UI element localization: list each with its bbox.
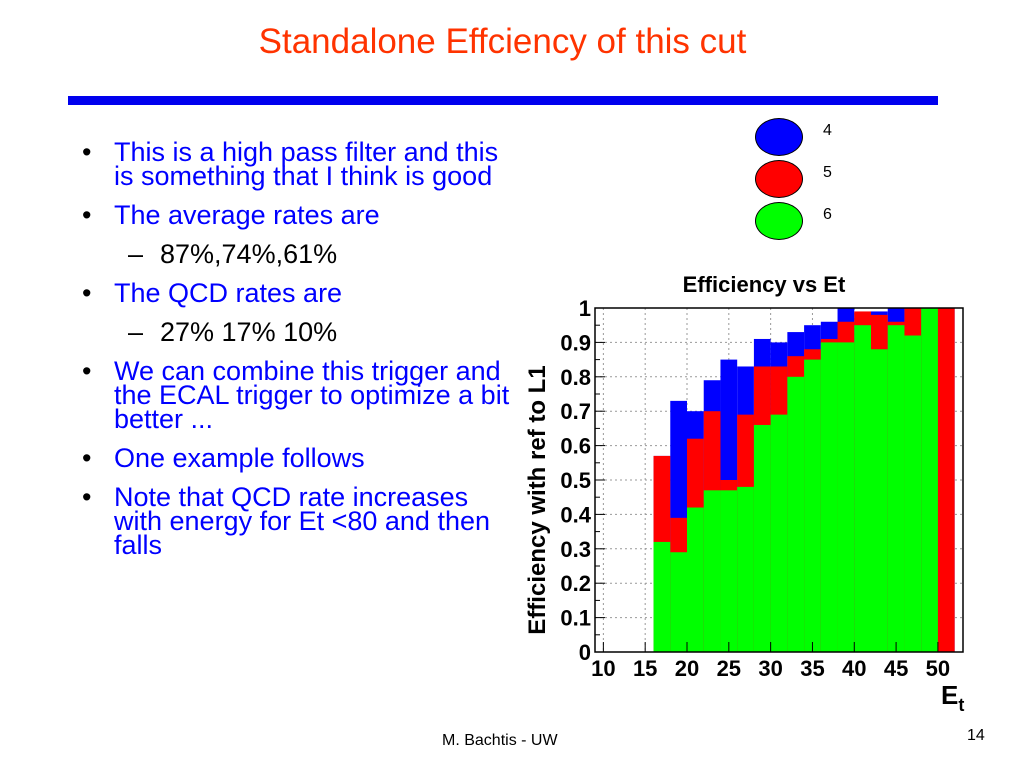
- y-tick-label: 0: [579, 640, 591, 665]
- x-tick-label: 40: [842, 656, 866, 681]
- bullet-text: One example follows: [114, 443, 365, 473]
- y-tick-label: 0.2: [560, 571, 591, 596]
- dash-marker: –: [128, 239, 144, 269]
- y-tick-label: 0.1: [560, 606, 591, 631]
- bullet-dot-icon: •: [82, 356, 92, 386]
- bullet-dot-icon: •: [82, 200, 92, 230]
- x-tick-label: 20: [675, 656, 699, 681]
- sub-bullet-text: 87%,74%,61%: [160, 239, 338, 269]
- bar-series-6: [687, 507, 704, 652]
- bar-series-6: [921, 308, 938, 652]
- bullet-item: • Note that QCD rate increases with energ…: [82, 482, 512, 560]
- bullet-text: This is a high pass filter and this is s…: [114, 137, 499, 191]
- footer-author: M. Bachtis - UW: [442, 732, 558, 749]
- y-tick-label: 0.7: [560, 399, 591, 424]
- bullet-item: • One example follows: [82, 443, 512, 473]
- bullet-item: • We can combine this trigger and the ECA…: [82, 356, 512, 434]
- y-tick-label: 1: [579, 296, 591, 321]
- bar-series-6: [854, 325, 871, 652]
- bullet-text: Note that QCD rate increases with energy…: [114, 482, 490, 560]
- bar-series-6: [837, 342, 855, 652]
- bar-series-6: [871, 349, 888, 652]
- bar-series-6: [820, 342, 838, 652]
- bullet-dot-icon: •: [82, 137, 92, 167]
- bullet-text: The QCD rates are: [114, 278, 343, 308]
- x-tick-label: 50: [926, 656, 950, 681]
- bar-series-6: [904, 335, 922, 652]
- x-axis-label: Et: [941, 680, 964, 715]
- y-tick-label: 0.6: [560, 434, 591, 459]
- bullet-dot-icon: •: [82, 443, 92, 473]
- x-tick-label: 10: [591, 656, 615, 681]
- bullet-dot-icon: •: [82, 278, 92, 308]
- title-underline: [68, 96, 938, 105]
- page-number: 14: [967, 727, 985, 744]
- bar-series-6: [703, 490, 721, 652]
- bullet-item: • The average rates are: [82, 200, 512, 230]
- bar-series-6: [653, 541, 671, 652]
- bullet-text: The average rates are: [114, 200, 380, 230]
- y-tick-label: 0.8: [560, 365, 591, 390]
- dash-marker: –: [128, 317, 144, 347]
- bar-series-6: [787, 376, 805, 652]
- bullet-item: • The QCD rates are: [82, 278, 512, 308]
- legend-label: 4: [823, 122, 832, 139]
- x-axis-label-main: E: [941, 680, 958, 710]
- sub-bullet: –87%,74%,61%: [82, 239, 512, 269]
- x-tick-label: 45: [884, 656, 908, 681]
- slide-title: Standalone Effciency of this cut: [258, 22, 747, 61]
- bullet-item: • This is a high pass filter and this is …: [82, 137, 512, 191]
- y-tick-label: 0.4: [560, 502, 591, 527]
- y-axis-label: Efficiency with ref to L1: [524, 365, 551, 634]
- bullet-text: We can combine this trigger and the ECAL…: [114, 356, 510, 434]
- bullet-list: • This is a high pass filter and this is …: [82, 137, 512, 572]
- legend-label: 5: [823, 164, 832, 181]
- x-tick-label: 25: [717, 656, 741, 681]
- sub-bullet: –27% 17% 10%: [82, 317, 512, 347]
- bar-series-6: [720, 490, 738, 652]
- x-tick-label: 30: [758, 656, 782, 681]
- legend-label: 6: [823, 206, 832, 223]
- y-tick-label: 0.9: [560, 330, 591, 355]
- legend-swatch: [755, 202, 803, 240]
- legend-entry: 4: [755, 118, 875, 158]
- bar-series-6: [670, 552, 687, 652]
- bar-series-6: [737, 486, 754, 652]
- x-axis-label-sub: t: [958, 695, 964, 715]
- legend-entry: 6: [755, 202, 875, 242]
- bar-series-6: [753, 424, 771, 652]
- bar-series-6: [804, 359, 821, 652]
- legend-entry: 5: [755, 160, 875, 200]
- y-tick-label: 0.5: [560, 468, 591, 493]
- bullet-dot-icon: •: [82, 482, 92, 512]
- x-tick-label: 35: [800, 656, 824, 681]
- sub-bullet-text: 27% 17% 10%: [160, 317, 338, 347]
- chart-title: Efficiency vs Et: [683, 272, 846, 297]
- bar-series-6: [770, 414, 788, 652]
- legend-swatch: [755, 118, 803, 156]
- efficiency-chart: 10 15 20 25 30 35 40 45 50 0 0.1 0.2 0.3 0.4 0.5 0.6 0.7…: [524, 272, 964, 715]
- bar-series-6: [887, 325, 905, 652]
- bar-series-5: [937, 308, 955, 652]
- x-tick-label: 15: [633, 656, 657, 681]
- y-tick-label: 0.3: [560, 537, 591, 562]
- legend-swatch: [755, 160, 803, 198]
